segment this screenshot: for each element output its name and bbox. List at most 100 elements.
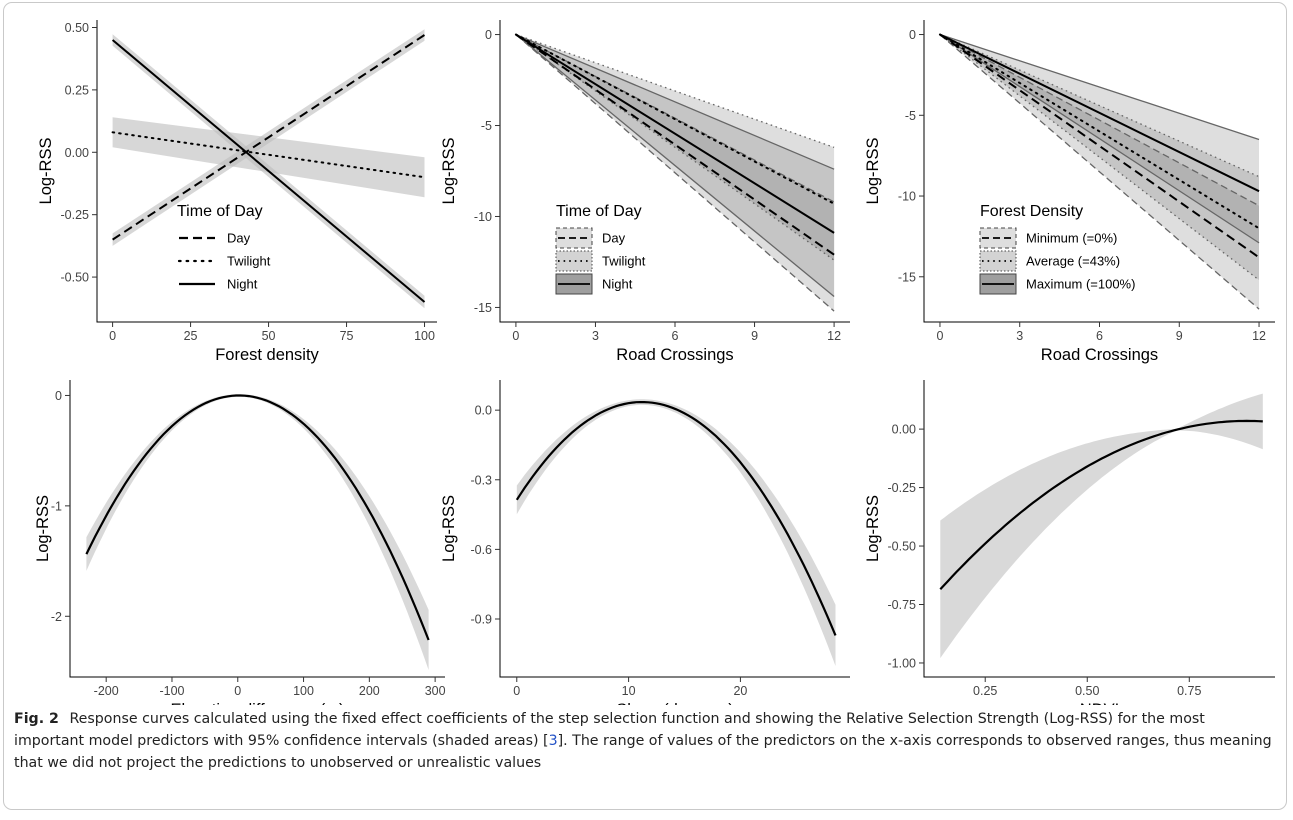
ci-edge-upper-minimum-0	[939, 33, 1260, 207]
x-tick-label: 9	[1176, 329, 1183, 343]
x-tick-label: 6	[1096, 329, 1103, 343]
y-tick-label: 0.00	[65, 146, 89, 160]
x-tick-label: -200	[94, 684, 119, 698]
x-tick-label: 0	[234, 684, 241, 698]
y-tick-label: -0.3	[470, 473, 492, 487]
x-tick-label: 3	[592, 329, 599, 343]
legend-label-night: Night	[602, 277, 633, 292]
y-tick-label: -0.25	[61, 208, 90, 222]
series-line-night	[111, 39, 426, 303]
y-axis-title: Log-RSS	[37, 138, 55, 205]
y-tick-label: -1	[51, 499, 62, 513]
series-line-twilight	[514, 33, 836, 205]
x-tick-label: 0	[513, 684, 520, 698]
y-tick-label: -0.6	[470, 543, 492, 557]
y-tick-label: -15	[898, 270, 916, 284]
chart-panel-4: -200 -100 0 100 200 300 0 -1 -2 Elevation differe…	[34, 380, 446, 705]
legend-label-minimum-0: Minimum (=0%)	[1026, 231, 1117, 246]
ci-edge-lower-maximum-100	[939, 33, 1260, 244]
y-tick-label: 0.00	[892, 423, 916, 437]
x-tick-label: 50	[262, 329, 276, 343]
reference-link[interactable]: 3	[548, 733, 558, 749]
x-axis-title: NDVI	[1080, 701, 1119, 705]
x-tick-label: -100	[159, 684, 184, 698]
ci-band-twilight	[112, 117, 425, 198]
figure-caption: Fig. 2 Response curves calculated using …	[14, 708, 1276, 774]
y-tick-label: -10	[898, 190, 916, 204]
legend-label-maximum-100: Maximum (=100%)	[1026, 277, 1135, 292]
x-tick-label: 0	[109, 329, 116, 343]
x-tick-label: 300	[425, 684, 446, 698]
chart-panel-6: 0.25 0.50 0.75 0.00 -0.25 -0.50 -0.75 -1.00 NDVI…	[864, 380, 1275, 705]
legend-label-twilight: Twilight	[602, 254, 646, 269]
legend-key-box-average-43	[979, 250, 1017, 272]
figure-label: Fig. 2	[14, 711, 59, 727]
x-axis-title: Road Crossings	[1041, 346, 1158, 364]
y-tick-label: -5	[481, 119, 492, 133]
y-tick-label: -1.00	[888, 656, 917, 670]
legend-label-night: Night	[227, 277, 258, 292]
y-tick-label: 0	[485, 28, 492, 42]
series-line-minimum-0	[939, 33, 1260, 259]
legend-label-average-43: Average (=43%)	[1026, 254, 1120, 269]
x-tick-label: 0.50	[1075, 684, 1099, 698]
y-tick-label: -5	[905, 109, 916, 123]
ci-edge-lower-minimum-0	[939, 34, 1260, 310]
x-tick-label: 0.25	[973, 684, 997, 698]
y-tick-label: 0.0	[475, 404, 492, 418]
y-axis-title: Log-RSS	[864, 138, 882, 205]
ci-band	[86, 394, 429, 670]
ci-edge-upper-night	[515, 33, 835, 170]
x-tick-label: 6	[672, 329, 679, 343]
y-tick-label: -10	[474, 210, 492, 224]
x-tick-label: 10	[622, 684, 636, 698]
legend-label-day: Day	[227, 231, 251, 246]
y-tick-label: 0	[909, 28, 916, 42]
ci-edge-lower-twilight	[515, 34, 835, 261]
ci-edge-upper-twilight	[515, 33, 835, 148]
x-tick-label: 25	[184, 329, 198, 343]
series-line-day	[112, 34, 426, 241]
y-tick-label: -0.75	[888, 598, 917, 612]
y-axis-title: Log-RSS	[864, 495, 882, 562]
x-tick-label: 3	[1016, 329, 1023, 343]
x-axis-title: Forest density	[215, 346, 319, 364]
series-line-average-43	[938, 33, 1261, 230]
y-axis-title: Log-RSS	[440, 495, 458, 562]
legend-key-box-twilight	[555, 250, 593, 272]
x-axis-title: Road Crossings	[616, 346, 733, 364]
ci-edge-lower-average-43	[939, 34, 1260, 281]
y-tick-label: -0.25	[888, 481, 917, 495]
y-tick-label: -2	[51, 610, 62, 624]
x-tick-label: 9	[751, 329, 758, 343]
x-tick-label: 0	[512, 329, 519, 343]
x-tick-label: 0	[936, 329, 943, 343]
caption-text-part-1: Response curves calculated using the fix…	[14, 711, 1205, 749]
legend-label-day: Day	[602, 231, 626, 246]
chart-panel-3: 0 3 6 9 12 0 -5 -10 -15 Road Crossings Log-RSS Fore…	[864, 20, 1275, 364]
chart-panel-2: 0 3 6 9 12 0 -5 -10 -15 Road Crossings Log-RSS Time…	[440, 20, 850, 364]
y-tick-label: -0.50	[61, 271, 90, 285]
x-tick-label: 12	[1252, 329, 1266, 343]
legend: Time of Day Day Twilight Night	[555, 203, 646, 295]
legend: Forest Density Minimum (=0%) Average (=43%…	[979, 203, 1135, 295]
ci-edge-upper-average-43	[939, 33, 1260, 178]
y-tick-label: -15	[474, 301, 492, 315]
y-tick-label: -0.9	[470, 612, 492, 626]
ci-edge-lower-day	[515, 34, 835, 312]
y-tick-label: 0.50	[65, 21, 89, 35]
legend-title: Forest Density	[980, 203, 1083, 220]
x-tick-label: 12	[827, 329, 841, 343]
y-axis-title: Log-RSS	[440, 138, 458, 205]
chart-panel-5: 0 10 20 0.0 -0.3 -0.6 -0.9 Slope (degrees) Log-R…	[440, 380, 850, 705]
chart-panel-1: 0 25 50 75 100 0.50 0.25 0.00 -0.25 -0.50 Forest d…	[37, 20, 437, 364]
x-tick-label: 0.75	[1177, 684, 1201, 698]
ci-edge-lower-night	[515, 34, 835, 298]
y-tick-label: -0.50	[888, 540, 917, 554]
x-tick-label: 20	[733, 684, 747, 698]
x-tick-label: 75	[340, 329, 354, 343]
x-tick-label: 100	[414, 329, 435, 343]
response-curve	[515, 401, 837, 636]
y-tick-label: 0.25	[65, 83, 89, 97]
